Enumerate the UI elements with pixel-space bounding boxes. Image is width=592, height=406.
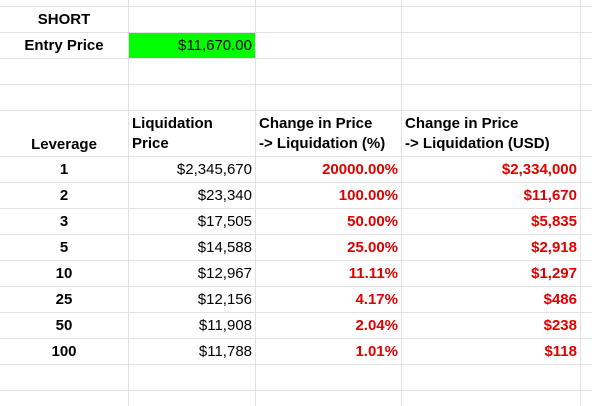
column-header-liquidation-price-line2: Price (132, 135, 169, 152)
leverage-cell[interactable]: 10 (55, 264, 73, 282)
gridline-col-a (128, 0, 129, 406)
column-header-liquidation-price-line1: Liquidation (132, 115, 213, 132)
gridline-row (0, 6, 592, 7)
column-header-change-pct[interactable]: Change in Price -> Liquidation (%) (256, 114, 401, 154)
leverage-cell[interactable]: 3 (59, 212, 69, 230)
gridline-row (0, 58, 592, 59)
liquidation-price-cell[interactable]: $12,967 (197, 264, 252, 282)
leverage-cell[interactable]: 5 (59, 238, 69, 256)
change-pct-cell[interactable]: 20000.00% (322, 160, 398, 178)
leverage-cell[interactable]: 25 (55, 290, 73, 308)
entry-price-value[interactable]: $11,670.00 (129, 33, 255, 58)
leverage-cell[interactable]: 1 (59, 160, 69, 178)
gridline-row (0, 286, 592, 287)
column-header-change-usd[interactable]: Change in Price -> Liquidation (USD) (402, 114, 580, 154)
column-header-change-usd-line1: Change in Price (405, 115, 519, 132)
column-header-change-pct-line1: Change in Price (259, 115, 373, 132)
column-header-leverage[interactable]: Leverage (31, 135, 97, 153)
gridline-row (0, 156, 592, 157)
leverage-cell[interactable]: 100 (51, 342, 77, 360)
gridline-row (0, 390, 592, 391)
column-header-change-pct-line2: -> Liquidation (%) (259, 135, 386, 152)
liquidation-price-cell[interactable]: $2,345,670 (176, 160, 252, 178)
liquidation-price-cell[interactable]: $23,340 (197, 186, 252, 204)
liquidation-price-cell[interactable]: $11,908 (198, 316, 252, 334)
column-header-change-usd-line2: -> Liquidation (USD) (405, 135, 550, 152)
change-pct-cell[interactable]: 1.01% (355, 342, 398, 360)
change-pct-cell[interactable]: 11.11% (348, 264, 398, 282)
change-pct-cell[interactable]: 50.00% (347, 212, 398, 230)
liquidation-price-cell[interactable]: $17,505 (197, 212, 252, 230)
liquidation-price-cell[interactable]: $11,788 (198, 342, 252, 360)
gridline-row (0, 364, 592, 365)
change-usd-cell[interactable]: $2,334,000 (501, 160, 577, 178)
gridline-row (0, 32, 592, 33)
gridline-row (0, 84, 592, 85)
change-pct-cell[interactable]: 4.17% (355, 290, 398, 308)
change-usd-cell[interactable]: $238 (543, 316, 577, 334)
gridline-row (0, 208, 592, 209)
change-pct-cell[interactable]: 2.04% (355, 316, 398, 334)
gridline-row (0, 110, 592, 111)
liquidation-price-cell[interactable]: $12,156 (197, 290, 252, 308)
direction-label[interactable]: SHORT (37, 10, 91, 28)
leverage-cell[interactable]: 50 (55, 316, 73, 334)
gridline-row (0, 260, 592, 261)
liquidation-price-cell[interactable]: $14,588 (197, 238, 252, 256)
gridline-col-d (580, 0, 581, 406)
gridline-row (0, 182, 592, 183)
entry-price-label[interactable]: Entry Price (24, 36, 104, 54)
gridline-row (0, 312, 592, 313)
change-pct-cell[interactable]: 25.00% (347, 238, 398, 256)
gridline-col-b (255, 0, 256, 406)
gridline-col-c (401, 0, 402, 406)
column-header-liquidation-price[interactable]: Liquidation Price (129, 114, 255, 154)
change-usd-cell[interactable]: $1,297 (531, 264, 577, 282)
change-usd-cell[interactable]: $11,670 (523, 186, 577, 204)
change-usd-cell[interactable]: $118 (544, 342, 577, 360)
change-usd-cell[interactable]: $486 (543, 290, 577, 308)
change-usd-cell[interactable]: $5,835 (531, 212, 577, 230)
change-pct-cell[interactable]: 100.00% (338, 186, 398, 204)
leverage-cell[interactable]: 2 (59, 186, 69, 204)
gridline-row (0, 338, 592, 339)
gridline-row (0, 234, 592, 235)
change-usd-cell[interactable]: $2,918 (531, 238, 577, 256)
